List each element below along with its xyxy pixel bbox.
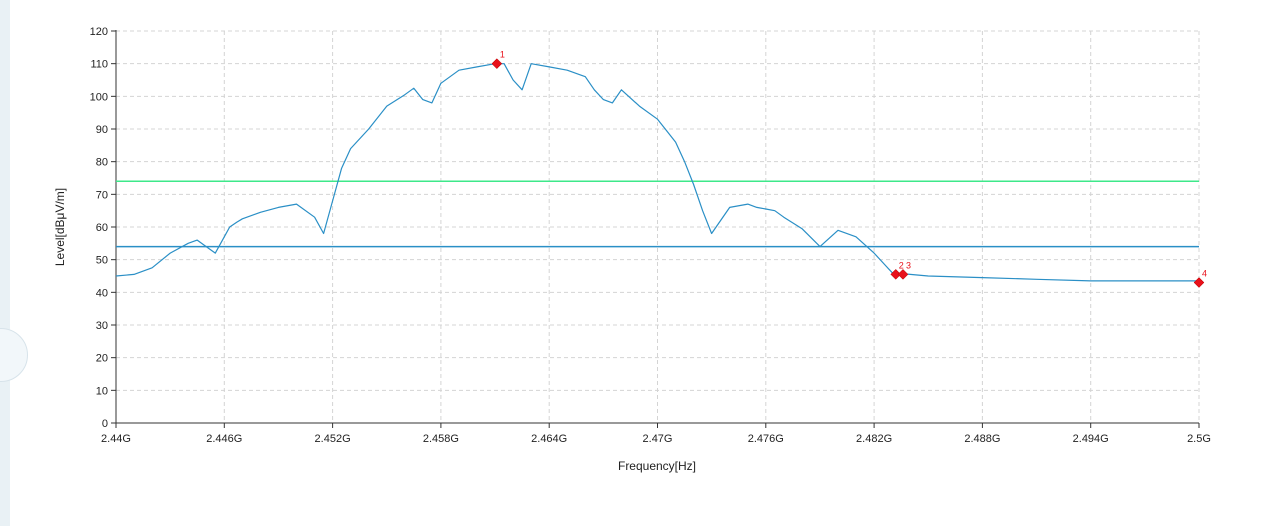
marker-diamond	[491, 58, 503, 70]
y-tick-label: 40	[96, 287, 108, 299]
limit-lines	[116, 180, 1199, 248]
x-tick-label: 2.5G	[1187, 433, 1211, 445]
x-tick-label: 2.452G	[315, 433, 351, 445]
x-tick-label: 2.446G	[206, 433, 242, 445]
x-tick-label: 2.47G	[643, 433, 673, 445]
series	[115, 63, 1199, 282]
marker-diamond	[1193, 277, 1205, 288]
marker-label: 2	[899, 260, 904, 270]
x-tick-label: 2.458G	[423, 433, 459, 445]
y-tick-label: 80	[96, 157, 108, 169]
marker-label: 4	[1202, 269, 1207, 279]
marker-diamond	[897, 269, 909, 280]
left-panel-strip	[0, 0, 10, 526]
y-tick-label: 100	[90, 91, 108, 103]
marker-diamond	[890, 269, 902, 280]
y-tick-label: 110	[90, 59, 108, 71]
x-tick-label: 2.464G	[531, 433, 567, 445]
trace-line	[115, 63, 1199, 282]
tick-labels: 0 10 20 30 40 50 60 70 80 90 100 110 120 2.44G 2.446G 2…	[90, 26, 1211, 445]
y-tick-label: 30	[96, 320, 108, 332]
axes	[111, 30, 1200, 428]
y-tick-label: 0	[102, 418, 108, 430]
y-axis-label: Level[dBμV/m]	[53, 188, 67, 266]
y-tick-label: 70	[96, 189, 108, 201]
x-tick-label: 2.482G	[856, 433, 892, 445]
y-tick-label: 20	[96, 353, 108, 365]
x-tick-label: 2.488G	[964, 433, 1000, 445]
x-tick-label: 2.476G	[748, 433, 784, 445]
y-tick-label: 50	[96, 255, 108, 267]
x-axis-label: Frequency[Hz]	[618, 459, 696, 473]
grid-lines	[116, 30, 1200, 423]
y-tick-label: 120	[90, 26, 108, 38]
markers: 1 2 3 4	[491, 50, 1207, 288]
marker-label: 3	[906, 260, 911, 270]
x-tick-label: 2.494G	[1073, 433, 1109, 445]
y-tick-label: 60	[96, 222, 108, 234]
marker-label: 1	[500, 50, 505, 60]
y-tick-label: 90	[96, 124, 108, 136]
x-tick-label: 2.44G	[101, 433, 131, 445]
y-tick-label: 10	[96, 385, 108, 397]
